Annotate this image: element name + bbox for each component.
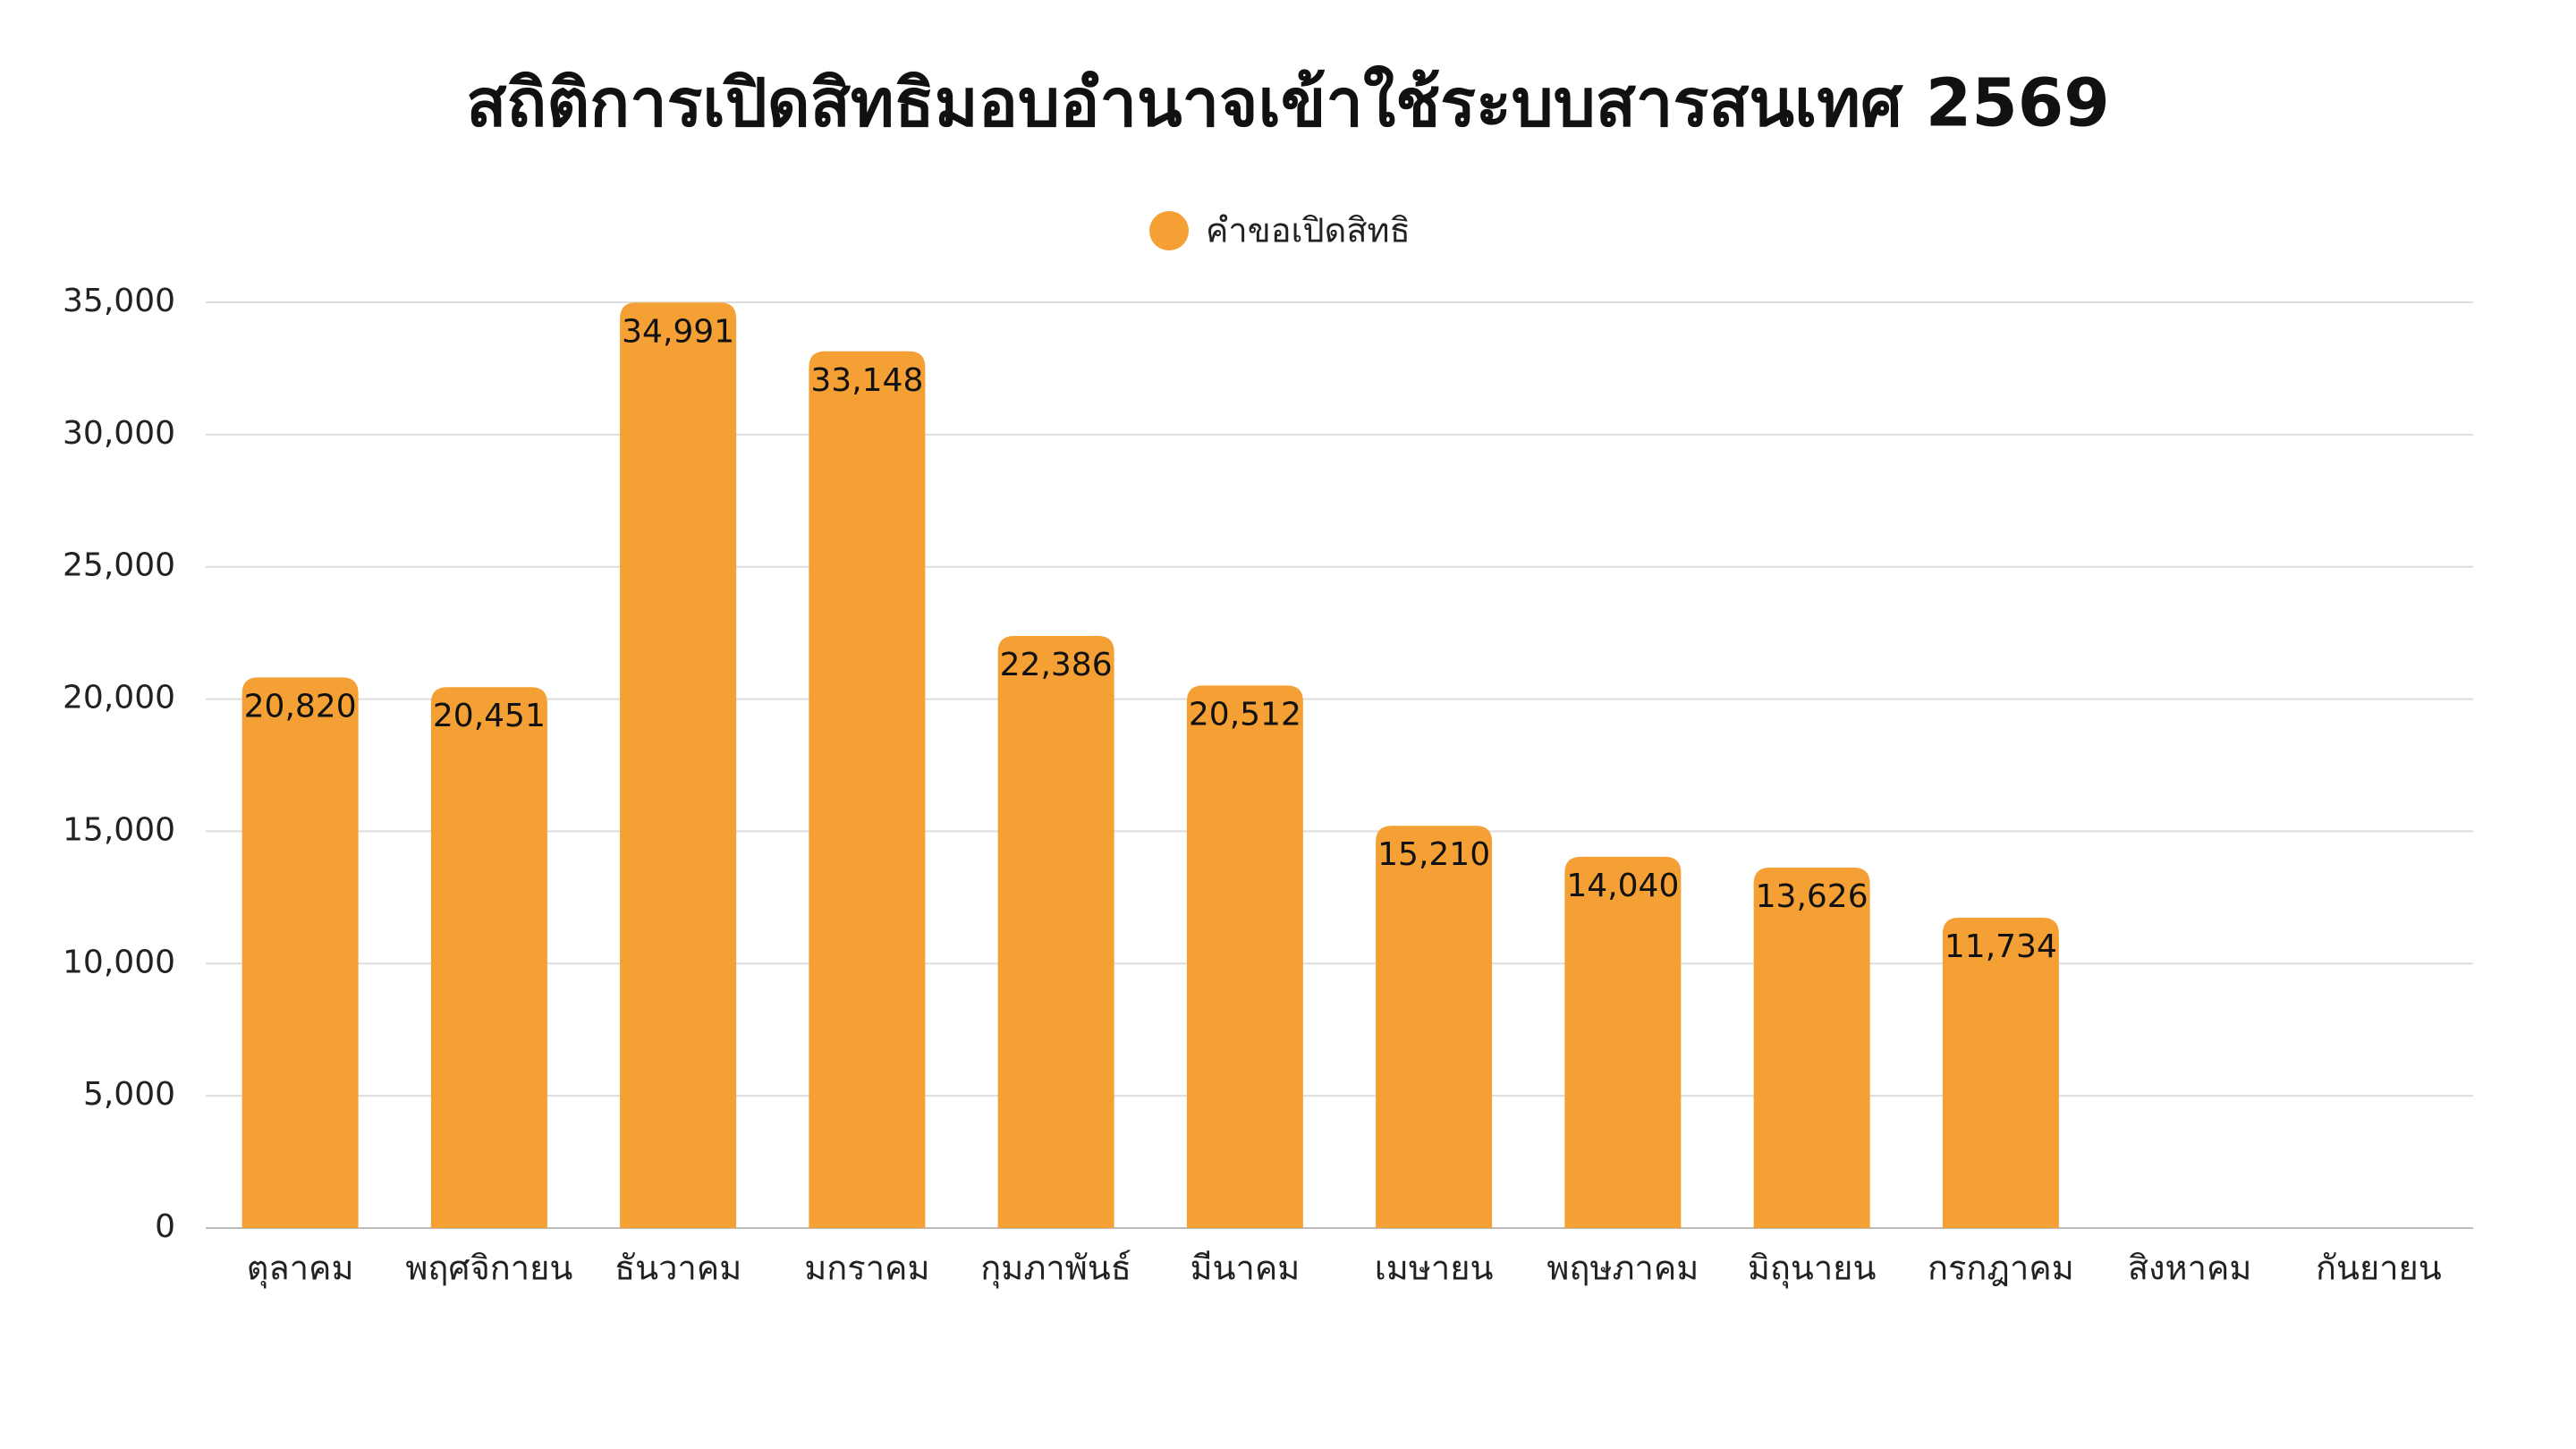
bar [242, 677, 359, 1228]
y-tick-label: 30,000 [63, 415, 175, 452]
bar [1186, 685, 1303, 1228]
legend-label: คำขอเปิดสิทธิ [1206, 211, 1411, 250]
x-tick-label: กรกฎาคม [1928, 1249, 2074, 1288]
value-label: 11,734 [1945, 928, 2057, 965]
bar [1753, 868, 1870, 1228]
chart-title: สถิติการเปิดสิทธิมอบอำนาจเข้าใช้ระบบสารส… [466, 64, 2109, 142]
value-label: 34,991 [622, 313, 734, 350]
bar [620, 302, 737, 1229]
value-label: 20,451 [433, 698, 546, 734]
bar [1942, 918, 2059, 1228]
value-label: 15,210 [1377, 836, 1490, 873]
x-tick-label: มีนาคม [1190, 1249, 1300, 1288]
value-label: 22,386 [1000, 647, 1113, 683]
value-label: 33,148 [810, 362, 923, 399]
value-label: 20,820 [244, 688, 357, 724]
value-label: 13,626 [1756, 878, 1868, 915]
y-tick-label: 10,000 [63, 944, 175, 980]
x-tick-label: พฤษภาคม [1546, 1249, 1699, 1288]
bar [1564, 856, 1682, 1228]
x-tick-label: ตุลาคม [247, 1249, 354, 1289]
x-tick-label: ธันวาคม [614, 1249, 741, 1288]
x-tick-label: สิงหาคม [2128, 1249, 2252, 1288]
bar [1376, 826, 1493, 1228]
x-tick-label: เมษายน [1375, 1249, 1494, 1288]
x-tick-label: กันยายน [2316, 1249, 2442, 1288]
bar [809, 351, 926, 1228]
x-tick-label: มกราคม [804, 1249, 929, 1288]
bar [997, 636, 1114, 1228]
y-tick-label: 35,000 [63, 283, 175, 319]
y-tick-label: 15,000 [63, 811, 175, 848]
value-label: 20,512 [1189, 696, 1301, 733]
y-tick-label: 0 [155, 1208, 175, 1245]
y-tick-label: 25,000 [63, 547, 175, 584]
x-tick-label: กุมภาพันธ์ [980, 1249, 1131, 1289]
bar [430, 687, 547, 1228]
value-label: 14,040 [1566, 868, 1679, 904]
x-tick-label: พฤศจิกายน [405, 1249, 572, 1288]
y-tick-label: 20,000 [63, 680, 175, 716]
legend-marker [1149, 211, 1189, 250]
y-tick-label: 5,000 [83, 1076, 175, 1113]
x-tick-label: มิถุนายน [1748, 1249, 1877, 1289]
